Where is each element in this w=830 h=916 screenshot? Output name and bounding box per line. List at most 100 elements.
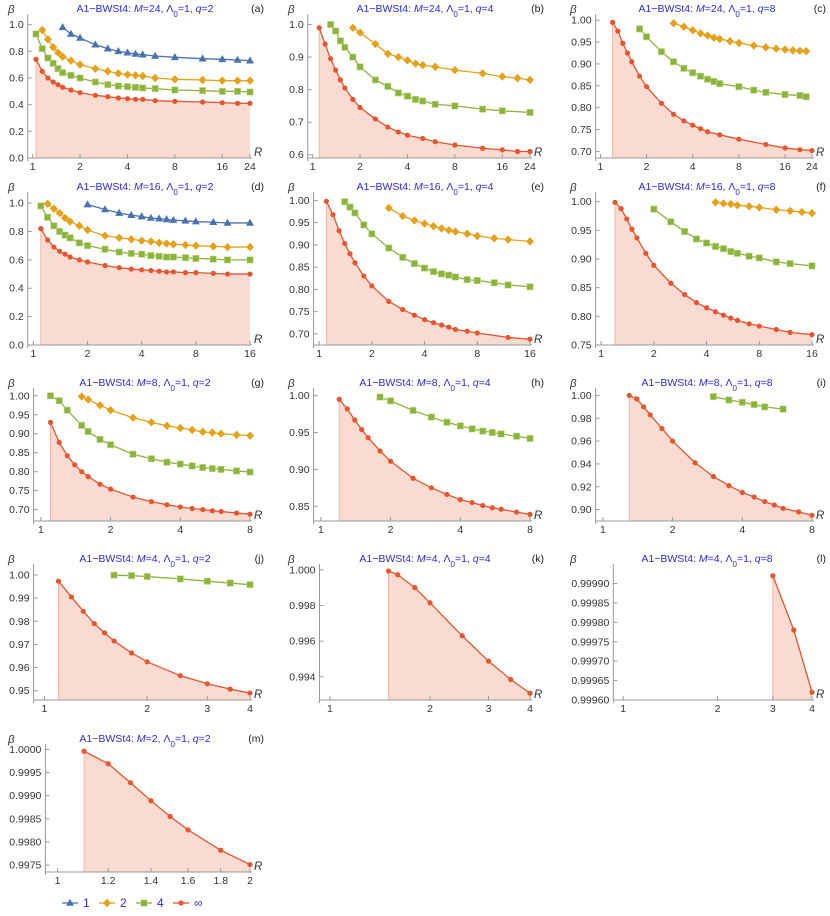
data-point xyxy=(369,283,375,289)
data-point xyxy=(129,450,137,458)
x-tick-label: 3 xyxy=(770,703,776,715)
title-part: =24, xyxy=(423,3,447,15)
data-point xyxy=(526,108,534,116)
x-tick-label: 1 xyxy=(41,703,47,715)
x-axis-label: R xyxy=(534,147,542,159)
x-tick-label: 8 xyxy=(247,524,253,536)
data-point xyxy=(452,326,458,333)
title-part: =2 xyxy=(199,377,211,389)
data-point xyxy=(49,204,58,213)
data-point xyxy=(344,406,350,412)
data-point xyxy=(203,577,211,585)
series-line xyxy=(35,33,251,93)
data-point xyxy=(44,54,52,62)
data-point xyxy=(720,245,728,253)
data-point xyxy=(50,222,58,230)
y-tick-label: 0.90 xyxy=(289,239,310,251)
panel-letter: (j) xyxy=(255,553,264,565)
data-point xyxy=(762,498,768,505)
series-line xyxy=(83,750,251,866)
data-point xyxy=(749,41,758,50)
data-point xyxy=(643,33,651,41)
data-point xyxy=(773,326,779,333)
data-point xyxy=(802,47,811,56)
title-part: Λ xyxy=(725,377,732,389)
data-point xyxy=(346,203,354,211)
data-point xyxy=(43,199,52,209)
series-2 xyxy=(711,198,816,218)
data-point xyxy=(394,52,403,62)
data-point xyxy=(620,40,626,46)
legend-marker-circle-icon xyxy=(178,900,184,906)
data-point xyxy=(171,86,179,94)
data-point xyxy=(643,84,650,90)
data-point xyxy=(669,19,678,28)
legend-item: 2 xyxy=(99,896,127,910)
title-part: M xyxy=(417,553,426,565)
data-point xyxy=(155,238,164,248)
data-point xyxy=(704,75,712,83)
data-point xyxy=(383,49,392,59)
title-part: =1, xyxy=(740,181,758,193)
data-point xyxy=(739,489,745,496)
data-point xyxy=(57,248,63,254)
data-point xyxy=(155,214,164,222)
y-tick-label: 0.9975 xyxy=(9,860,41,872)
data-point xyxy=(233,510,240,516)
series-inf xyxy=(81,748,253,868)
data-point xyxy=(49,59,57,67)
data-point xyxy=(779,405,787,413)
data-point xyxy=(172,98,178,104)
data-point xyxy=(337,77,343,83)
y-tick-label: 0.8 xyxy=(9,46,24,58)
data-point xyxy=(456,422,464,430)
data-point xyxy=(693,299,700,306)
y-axis-label: β xyxy=(287,554,295,566)
panel-letter: (l) xyxy=(817,553,826,565)
title-part: q xyxy=(193,733,199,745)
data-point xyxy=(247,861,253,868)
data-point xyxy=(427,413,435,421)
series-line xyxy=(379,396,531,440)
data-point xyxy=(670,58,678,66)
x-tick-label: 2 xyxy=(427,703,433,715)
x-axis-label: R xyxy=(254,689,262,701)
data-point xyxy=(772,258,780,266)
data-point xyxy=(450,65,459,75)
data-point xyxy=(445,271,453,279)
data-point xyxy=(218,55,227,63)
data-point xyxy=(403,56,412,65)
shaded-area xyxy=(629,395,812,521)
data-point xyxy=(219,100,225,106)
data-point xyxy=(137,212,146,220)
data-point xyxy=(198,54,207,62)
y-tick-label: 0.9980 xyxy=(9,836,41,848)
data-point xyxy=(735,83,743,91)
data-point xyxy=(80,608,86,614)
data-point xyxy=(395,129,401,135)
data-point xyxy=(513,74,522,83)
data-point xyxy=(372,116,378,122)
data-point xyxy=(734,317,740,323)
y-tick-label: 0.95 xyxy=(9,409,30,421)
title-part: q xyxy=(193,553,199,565)
y-tick-label: 0.80 xyxy=(289,284,310,296)
title-part: q xyxy=(476,3,482,15)
data-point xyxy=(127,780,134,786)
x-axis-label: R xyxy=(534,510,542,522)
data-point xyxy=(809,147,815,154)
x-tick-label: 2 xyxy=(670,524,676,536)
title-part: Λ xyxy=(443,553,450,565)
title-part: Λ xyxy=(443,377,450,389)
data-point xyxy=(710,473,716,480)
x-tick-label: 4 xyxy=(704,348,710,360)
x-tick-label: 3 xyxy=(204,703,210,715)
y-tick-label: 0.6 xyxy=(9,254,24,266)
y-tick-label: 0.75 xyxy=(571,340,592,352)
title-part: q xyxy=(476,181,482,193)
panel-g: A1−BWSt4: M=8, Λ0=1, q=2 (g) β R 1 2 4 8 0.70 0.7… xyxy=(7,377,264,536)
y-tick-label: 0.99975 xyxy=(571,636,609,648)
data-point xyxy=(127,210,136,218)
data-point xyxy=(114,69,123,78)
title-part: M xyxy=(137,377,146,389)
